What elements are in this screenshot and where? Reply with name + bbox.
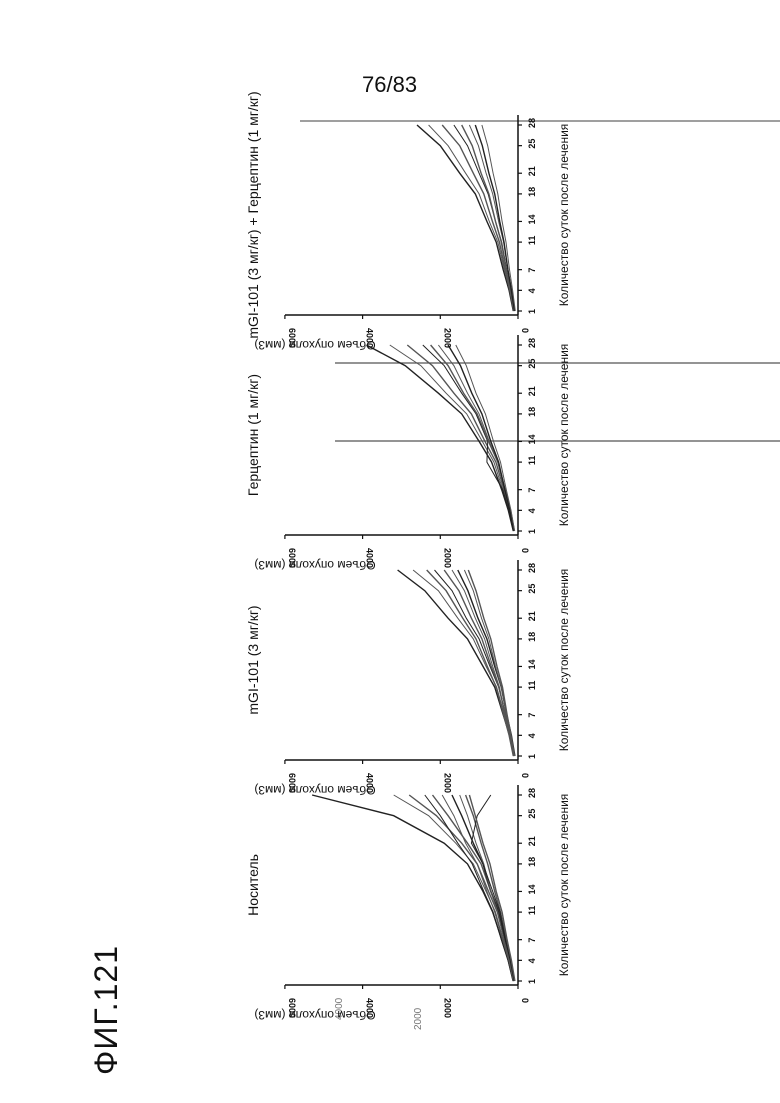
y-axis-label: Объем опухоли (мм3) (254, 1008, 375, 1022)
series-line-4 (423, 345, 514, 531)
x-tick-label: 25 (527, 359, 537, 369)
x-tick-label: 14 (527, 434, 537, 444)
x-tick-label: 18 (527, 632, 537, 642)
x-tick-label: 1 (527, 529, 537, 534)
x-tick-label: 11 (527, 236, 537, 246)
series-line-4 (435, 570, 515, 756)
x-tick-label: 18 (527, 187, 537, 197)
y-axis-label: Объем опухоли (мм3) (254, 783, 375, 797)
chart-panel-4: 0200040006000147111418212528Объем опухол… (245, 91, 571, 352)
y-tick-label: 2000 (442, 328, 452, 348)
chart-title: Носитель (245, 854, 261, 916)
x-tick-label: 7 (527, 938, 537, 943)
chart-title: mGI-101 (3 мг/кг) + Герцептин (1 мг/кг) (245, 91, 261, 338)
x-tick-label: 1 (527, 979, 537, 984)
x-tick-label: 14 (527, 659, 537, 669)
chart-title: Герцептин (1 мг/кг) (245, 374, 261, 496)
y-tick-label: 0 (520, 548, 530, 553)
y-tick-label: 2000 (442, 548, 452, 568)
x-tick-label: 28 (527, 788, 537, 798)
x-axis-label: Количество суток после лечения (557, 344, 571, 527)
x-tick-label: 4 (527, 733, 537, 738)
chart-panel-3: 0200040006000147111418212528Объем опухол… (245, 335, 571, 572)
series-line-1 (367, 345, 514, 531)
x-tick-label: 11 (527, 456, 537, 466)
x-tick-label: 4 (527, 508, 537, 513)
x-tick-label: 7 (527, 713, 537, 718)
x-tick-label: 25 (527, 139, 537, 149)
series-line-2 (413, 570, 514, 756)
x-tick-label: 18 (527, 407, 537, 417)
x-tick-label: 14 (527, 884, 537, 894)
chart-panel-2: 0200040006000147111418212528Объем опухол… (245, 560, 571, 797)
chart-panel-1: 0200040006000147111418212528Объем опухол… (245, 785, 571, 1022)
series-line-3 (409, 795, 514, 981)
x-tick-label: 14 (527, 214, 537, 224)
x-tick-label: 18 (527, 857, 537, 867)
x-tick-label: 1 (527, 309, 537, 314)
series-line-1 (312, 795, 513, 981)
x-tick-label: 21 (527, 611, 537, 621)
x-tick-label: 11 (527, 906, 537, 916)
series-line-5 (431, 345, 515, 531)
series-line-6 (452, 570, 514, 756)
series-line-3 (407, 345, 514, 531)
x-tick-label: 11 (527, 681, 537, 691)
x-tick-label: 25 (527, 584, 537, 594)
y-tick-label: 2000 (442, 998, 452, 1018)
y-tick-label: 0 (520, 998, 530, 1003)
x-axis-label: Количество суток после лечения (557, 569, 571, 752)
x-tick-label: 28 (527, 338, 537, 348)
y-tick-label: 0 (520, 773, 530, 778)
y-axis-label: Объем опухоли (мм3) (254, 338, 375, 352)
x-tick-label: 28 (527, 118, 537, 128)
x-tick-label: 21 (527, 386, 537, 396)
x-tick-label: 7 (527, 488, 537, 493)
x-tick-label: 7 (527, 268, 537, 273)
series-line-5 (444, 570, 514, 756)
y-tick-label: 0 (520, 328, 530, 333)
x-tick-label: 21 (527, 836, 537, 846)
x-tick-label: 21 (527, 166, 537, 176)
x-axis-label: Количество суток после лечения (557, 124, 571, 307)
series-line-4 (425, 795, 513, 981)
series-line-7 (452, 795, 514, 981)
x-tick-label: 4 (527, 958, 537, 963)
x-tick-label: 4 (527, 288, 537, 293)
x-tick-label: 28 (527, 563, 537, 573)
chart-title: mGI-101 (3 мг/кг) (245, 605, 261, 714)
y-tick-label: 2000 (442, 773, 452, 793)
y-axis-label: Объем опухоли (мм3) (254, 558, 375, 572)
x-tick-label: 1 (527, 754, 537, 759)
x-tick-label: 25 (527, 809, 537, 819)
x-axis-label: Количество суток после лечения (557, 794, 571, 977)
